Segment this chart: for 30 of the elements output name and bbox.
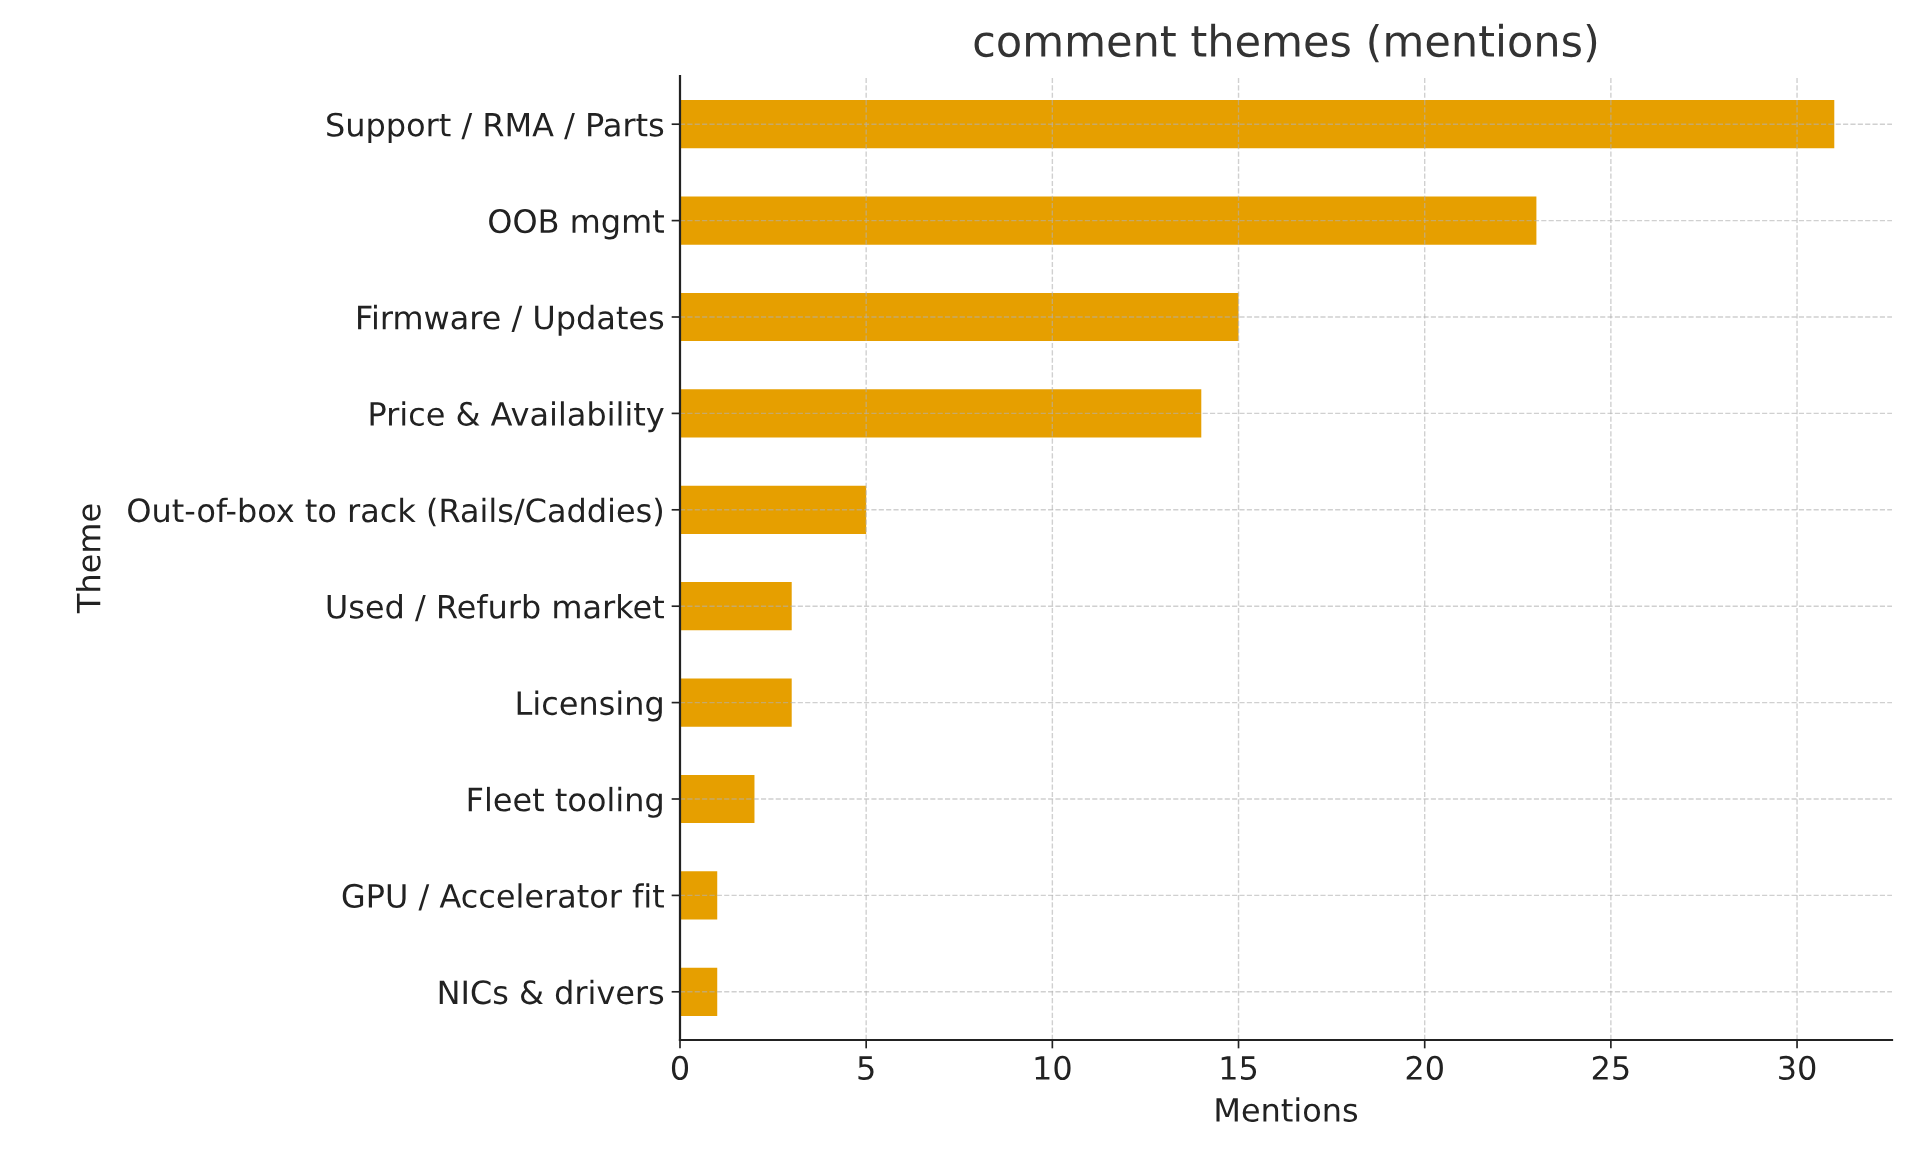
chart-title: comment themes (mentions) xyxy=(974,23,1597,63)
bar xyxy=(680,485,867,534)
x-tick-label: 5 xyxy=(858,1056,874,1080)
y-axis-title: Theme xyxy=(75,504,101,614)
x-tick-label: 30 xyxy=(1779,1055,1816,1080)
y-tick-label: Out-of-box to rack (Rails/Caddies) xyxy=(128,497,662,527)
bar xyxy=(680,292,1239,342)
bar xyxy=(680,678,792,727)
bar xyxy=(680,871,718,920)
bar xyxy=(680,100,1835,149)
x-tick-label: 10 xyxy=(1035,1055,1071,1080)
y-tick-label: Support / RMA / Parts xyxy=(327,112,664,143)
y-tick-label: GPU / Accelerator fit xyxy=(342,883,664,911)
y-tick-label: Licensing xyxy=(517,690,662,722)
x-tick-label: 0 xyxy=(671,1055,689,1080)
x-tick-label: 15 xyxy=(1221,1056,1257,1080)
bar xyxy=(680,967,718,1016)
y-tick-label: Price & Availability xyxy=(370,401,664,433)
bar xyxy=(680,774,755,824)
bar xyxy=(680,389,1202,438)
y-tick-label: NICs & drivers xyxy=(439,979,664,1005)
x-tick-label: 20 xyxy=(1406,1055,1443,1080)
x-axis-title: Mentions xyxy=(1216,1097,1358,1123)
y-tick-label: Fleet tooling xyxy=(468,786,662,818)
y-tick-label: OOB mgmt xyxy=(489,209,664,240)
x-tick-label: 25 xyxy=(1592,1055,1629,1080)
y-tick-label: Used / Refurb market xyxy=(327,594,664,622)
y-tick-label: Firmware / Updates xyxy=(358,304,664,336)
bar xyxy=(680,582,792,631)
bar xyxy=(680,196,1537,245)
